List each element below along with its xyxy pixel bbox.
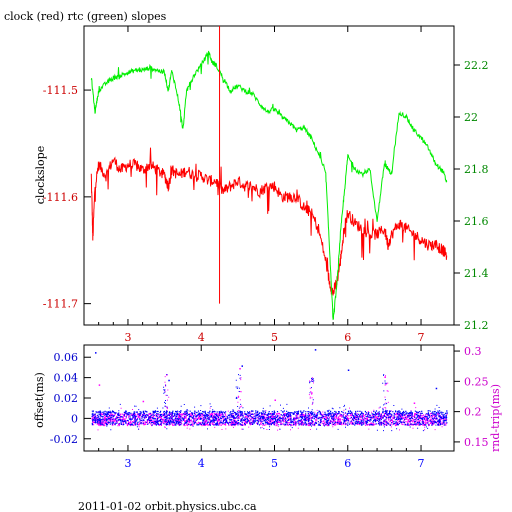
- chart-title: clock (red) rtc (green) slopes: [4, 10, 167, 23]
- y2-tick-label: 21.8: [464, 163, 489, 176]
- y2-tick-label: 21.4: [464, 267, 489, 280]
- y-tick-label: 0.02: [54, 392, 79, 405]
- y-tick-label: -111.7: [43, 298, 78, 311]
- y2-tick-label: 22.2: [464, 59, 489, 72]
- bottom-right-y-ticks: 0.3 0.25 0.2 0.15: [454, 345, 489, 449]
- x-tick-label: 6: [344, 331, 351, 344]
- x-tick-label: 6: [344, 457, 351, 470]
- x-tick-label: 5: [271, 331, 278, 344]
- x-tick-label: 3: [124, 457, 131, 470]
- y2-tick-label: 0.15: [464, 436, 489, 449]
- y-tick-label: -111.6: [43, 191, 78, 204]
- bottom-left-y-ticks: 0.06 0.04 0.02 0 -0.02: [50, 351, 91, 446]
- top-series-layer: [90, 26, 448, 321]
- top-plot-frame: [83, 25, 455, 326]
- x-tick-label: 5: [271, 457, 278, 470]
- bottom-y2-axis-label: rnd-trip(ms): [489, 384, 502, 452]
- y-tick-label: 0.06: [54, 351, 79, 364]
- y2-tick-label: 0.3: [464, 345, 482, 358]
- x-tick-label: 7: [418, 331, 425, 344]
- y2-tick-label: 0.2: [464, 406, 482, 419]
- y2-tick-label: 21.2: [464, 319, 489, 332]
- y-tick-label: -0.02: [50, 433, 78, 446]
- y-tick-label: 0: [71, 412, 78, 425]
- top-x-ticks: 3 4 5 6 7: [98, 26, 425, 344]
- footer-caption: 2011-01-02 orbit.physics.ubc.ca: [78, 500, 257, 512]
- top-right-y-ticks: 22.2 22 21.8 21.6 21.4 21.2: [454, 59, 489, 332]
- x-tick-label: 7: [418, 457, 425, 470]
- x-tick-label: 4: [198, 331, 205, 344]
- y2-tick-label: 22: [464, 111, 478, 124]
- y-tick-label: -111.5: [43, 84, 78, 97]
- top-left-y-ticks: -111.5 -111.6 -111.7: [43, 84, 91, 311]
- series-points-rnd-trip: [91, 368, 448, 431]
- series-points-offset: [91, 349, 448, 432]
- series-line-rtc: [90, 50, 448, 321]
- bottom-x-ticks: 3 4 5 6 7: [98, 345, 425, 470]
- y2-tick-label: 0.25: [464, 375, 489, 388]
- bottom-series-layer: [91, 349, 448, 432]
- y2-tick-label: 21.6: [464, 215, 489, 228]
- x-tick-label: 4: [198, 457, 205, 470]
- top-y-axis-label: clockslope: [34, 146, 47, 204]
- series-line-clock: [90, 147, 448, 296]
- bottom-plot-frame: [83, 344, 455, 452]
- y-tick-label: 0.04: [54, 372, 79, 385]
- bottom-y-axis-label: offset(ms): [33, 372, 46, 428]
- x-tick-label: 3: [124, 331, 131, 344]
